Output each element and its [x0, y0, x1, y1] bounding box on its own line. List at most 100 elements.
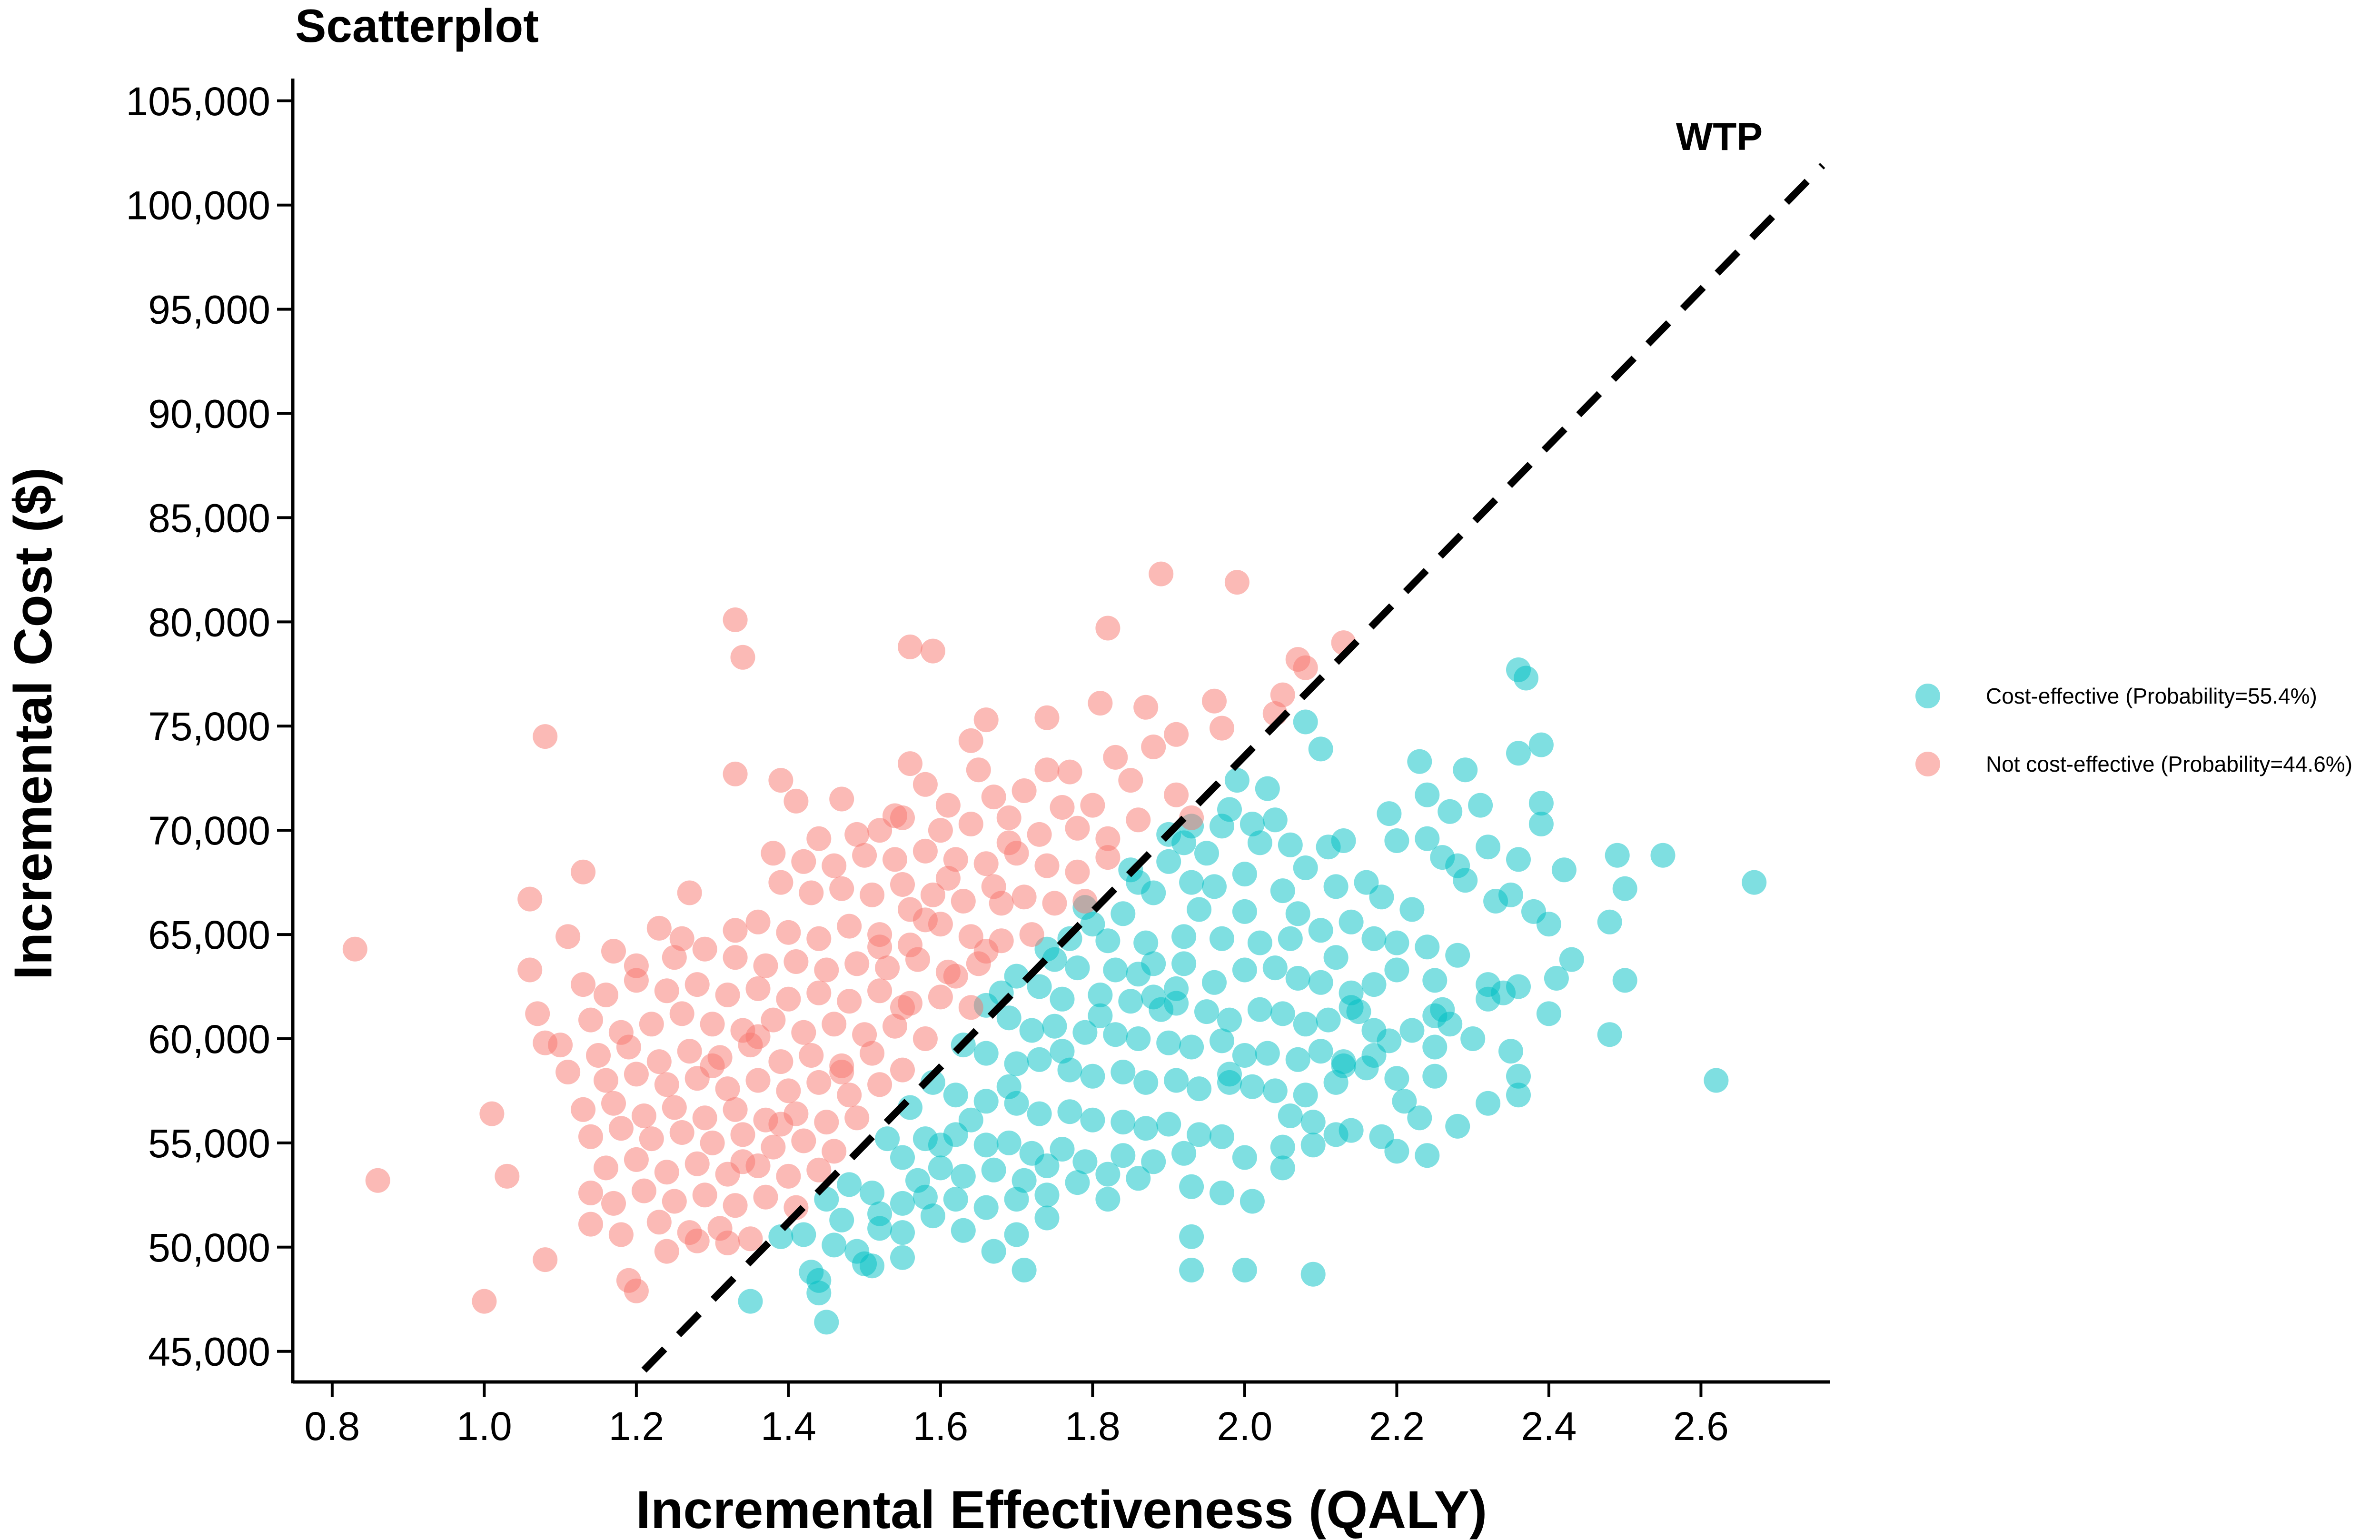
- data-point: [1088, 1003, 1113, 1028]
- data-point: [1232, 957, 1257, 983]
- data-point: [1171, 951, 1197, 976]
- data-point: [1057, 1057, 1082, 1083]
- data-point: [912, 1026, 938, 1051]
- data-point: [1308, 1039, 1333, 1064]
- data-point: [799, 880, 824, 905]
- data-point: [1232, 1258, 1257, 1282]
- data-point: [1057, 1099, 1082, 1124]
- data-point: [776, 986, 801, 1012]
- data-point: [571, 972, 596, 997]
- data-point: [768, 1049, 793, 1074]
- data-point: [723, 1097, 748, 1122]
- data-point: [639, 1012, 664, 1037]
- data-point: [814, 957, 839, 983]
- data-point: [1034, 705, 1060, 730]
- data-point: [1597, 909, 1622, 934]
- data-point: [1149, 561, 1174, 586]
- data-point: [1171, 924, 1197, 949]
- data-point: [1179, 1174, 1204, 1199]
- data-point: [1095, 928, 1121, 954]
- data-point: [966, 757, 991, 783]
- x-axis-ticks: 0.8 1.0 1.2 1.4 1.6 1.8 2.0 2.2 2.4 2.6: [304, 1382, 1729, 1449]
- data-point: [1179, 1034, 1204, 1060]
- data-point: [844, 1105, 870, 1131]
- data-point: [1247, 930, 1272, 955]
- data-point: [806, 1070, 832, 1095]
- data-point: [1202, 688, 1227, 714]
- data-point: [852, 1251, 877, 1276]
- data-point: [768, 870, 793, 895]
- data-point: [555, 1060, 581, 1084]
- data-point: [875, 955, 900, 981]
- data-point: [1285, 901, 1310, 926]
- data-point: [1179, 805, 1204, 830]
- data-point: [1255, 1041, 1280, 1066]
- data-point: [1300, 1133, 1326, 1158]
- data-point: [1133, 930, 1159, 955]
- data-point: [1034, 1182, 1060, 1208]
- data-point: [1065, 1170, 1090, 1195]
- data-point: [768, 1224, 793, 1249]
- data-point: [1050, 986, 1075, 1012]
- data-point: [1164, 782, 1189, 807]
- data-point: [1361, 972, 1387, 997]
- data-point: [495, 1163, 520, 1189]
- data-point: [860, 1181, 885, 1205]
- data-point: [973, 1133, 999, 1158]
- data-point: [867, 978, 892, 1003]
- data-point: [951, 1218, 976, 1243]
- data-point: [684, 972, 710, 997]
- data-point: [1019, 1018, 1044, 1043]
- data-point: [1111, 1143, 1136, 1168]
- data-point: [1377, 801, 1402, 826]
- data-point: [1111, 901, 1136, 926]
- data-point: [1293, 855, 1318, 880]
- data-point: [1346, 999, 1371, 1024]
- data-point: [1156, 1030, 1181, 1055]
- data-point: [1095, 826, 1121, 851]
- data-point: [1270, 682, 1295, 707]
- data-point: [525, 1001, 550, 1026]
- data-point: [472, 1289, 497, 1314]
- data-point: [1111, 1110, 1136, 1135]
- data-point: [761, 1134, 786, 1160]
- data-point: [1316, 1007, 1341, 1033]
- data-point: [1559, 947, 1584, 972]
- data-point: [1027, 1047, 1052, 1072]
- data-point: [1262, 955, 1288, 981]
- legend-label: Cost-effective (Probability=55.4%): [1986, 684, 2317, 708]
- data-point: [1240, 1074, 1265, 1099]
- data-point: [1308, 970, 1333, 995]
- data-point: [1141, 1149, 1166, 1174]
- data-point: [1285, 966, 1310, 991]
- data-point: [806, 980, 832, 1005]
- data-point: [1103, 957, 1128, 983]
- data-point: [1080, 1107, 1105, 1133]
- data-point: [1187, 897, 1212, 922]
- data-point: [1453, 868, 1478, 893]
- data-point: [578, 1124, 603, 1149]
- data-point: [1278, 926, 1303, 951]
- data-point: [601, 1191, 626, 1216]
- data-point: [1536, 1001, 1561, 1026]
- data-point: [837, 989, 862, 1014]
- data-point: [1384, 957, 1409, 983]
- data-point: [1004, 1187, 1029, 1212]
- data-point: [1323, 874, 1349, 899]
- data-point: [898, 897, 922, 922]
- data-point: [1407, 749, 1432, 774]
- data-point: [829, 1060, 854, 1084]
- data-point: [783, 1195, 809, 1220]
- data-point: [1133, 695, 1159, 720]
- data-point: [973, 939, 999, 964]
- data-point: [1270, 1001, 1295, 1026]
- data-point: [1339, 909, 1364, 934]
- data-point: [745, 909, 771, 934]
- data-point: [768, 1112, 793, 1137]
- data-point: [1103, 1022, 1128, 1047]
- data-point: [791, 1222, 816, 1247]
- data-point: [814, 1310, 839, 1335]
- data-point: [639, 1126, 664, 1152]
- data-point: [1164, 976, 1189, 1001]
- data-point: [1156, 1112, 1181, 1137]
